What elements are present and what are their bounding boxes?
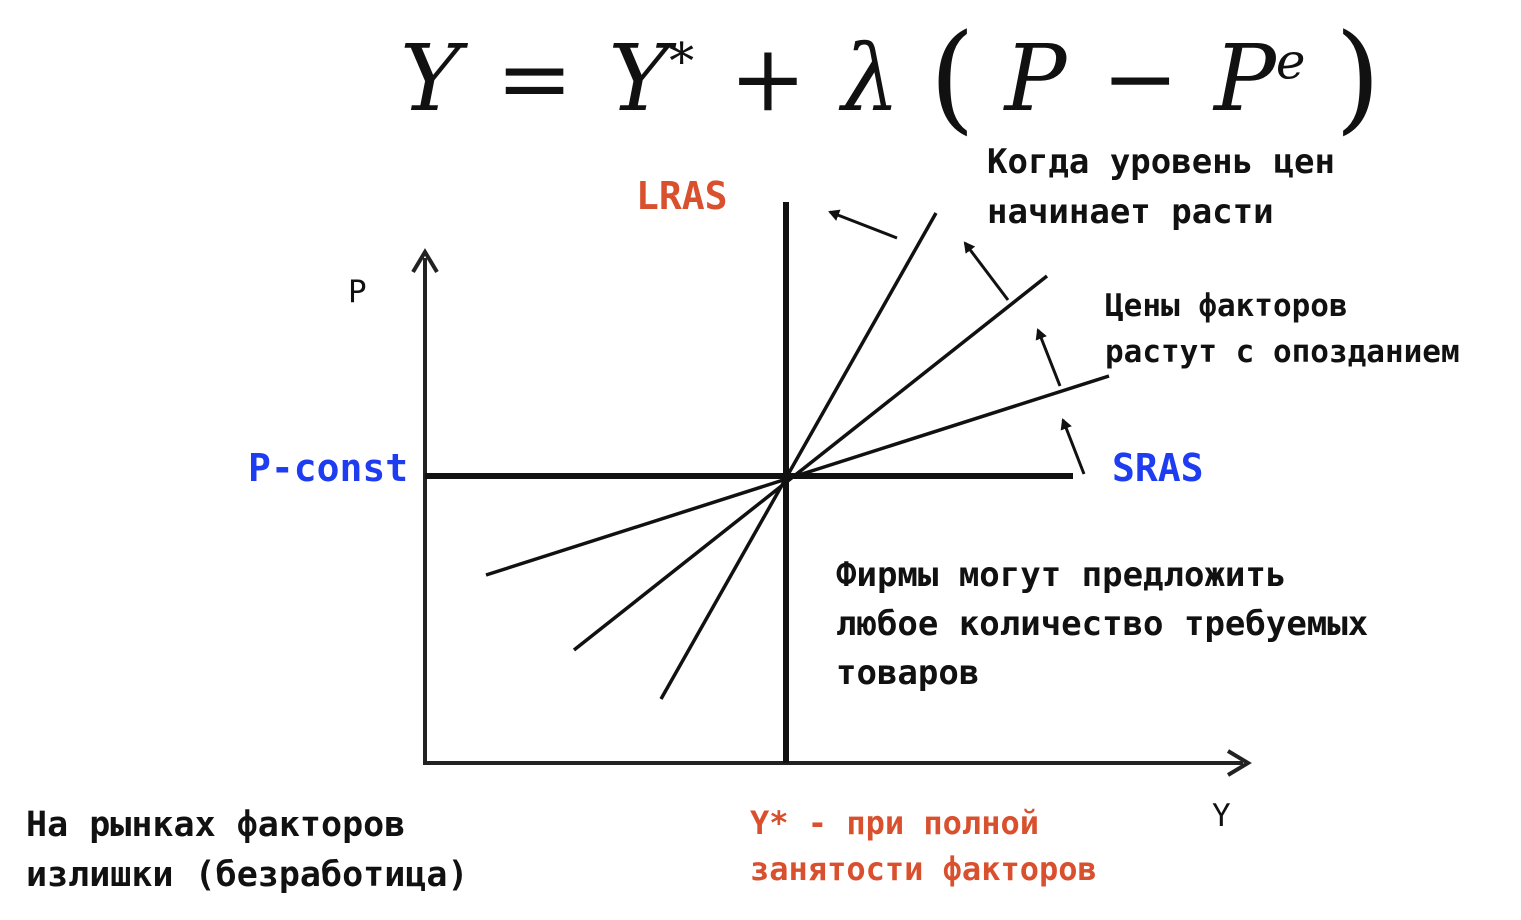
factor-lag-note-line2: растут с опозданием [1105, 334, 1460, 370]
output-axis-arrow [1226, 749, 1252, 777]
eq-minus: − [1101, 25, 1179, 132]
eq-pe-sup: e [1275, 32, 1306, 91]
eq-y-star-sup: * [669, 32, 695, 91]
surplus-note: На рынках факторов излишки (безработица) [26, 800, 469, 900]
price-axis-label: P [348, 274, 367, 310]
surplus-note-line2: излишки (безработица) [26, 855, 469, 895]
firms-note-line2: любое количество требуемых [836, 604, 1369, 644]
surplus-note-line1: На рынках факторов [26, 805, 406, 845]
price-axis-arrow [411, 248, 439, 274]
price-rise-note: Когда уровень цен начинает расти [987, 137, 1335, 237]
eq-plus: + [729, 25, 807, 132]
eq-equals: = [495, 25, 574, 132]
sras-medium-line [572, 274, 1049, 652]
lras-label: LRAS [636, 174, 728, 218]
output-axis-label: Y [1212, 798, 1231, 834]
rotation-arrow-4 [828, 209, 898, 240]
eq-y: Y [400, 25, 461, 132]
firms-note-line1: Фирмы могут предложить [836, 555, 1287, 595]
eq-lambda: λ [841, 25, 900, 132]
y-star-label-line2: занятости факторов [750, 850, 1097, 888]
p-const-label: P-const [248, 446, 409, 490]
eq-p: P [1004, 25, 1067, 132]
sras-label: SRAS [1112, 446, 1204, 490]
sras-steep-line [659, 212, 938, 700]
y-star-label-line1: Y* - при полной [750, 804, 1039, 842]
eq-rparen: ) [1334, 8, 1381, 146]
equation: Y = Y* + λ ( P − Pe ) [400, 8, 1381, 146]
rotation-arrow-1 [1060, 418, 1086, 475]
factor-lag-note-line1: Цены факторов [1105, 288, 1348, 324]
price-rise-note-line1: Когда уровень цен [987, 142, 1335, 182]
eq-pe: P [1214, 25, 1276, 132]
price-rise-note-line2: начинает расти [987, 192, 1274, 232]
firms-note: Фирмы могут предложить любое количество … [836, 551, 1368, 698]
eq-lparen: ( [929, 8, 976, 146]
eq-y-star: Y [608, 25, 670, 132]
rotation-arrow-3 [963, 241, 1010, 301]
firms-note-line3: товаров [836, 653, 980, 693]
rotation-arrow-2 [1035, 328, 1062, 387]
y-star-label: Y* - при полной занятости факторов [750, 800, 1097, 892]
factor-lag-note: Цены факторов растут с опозданием [1105, 283, 1460, 375]
